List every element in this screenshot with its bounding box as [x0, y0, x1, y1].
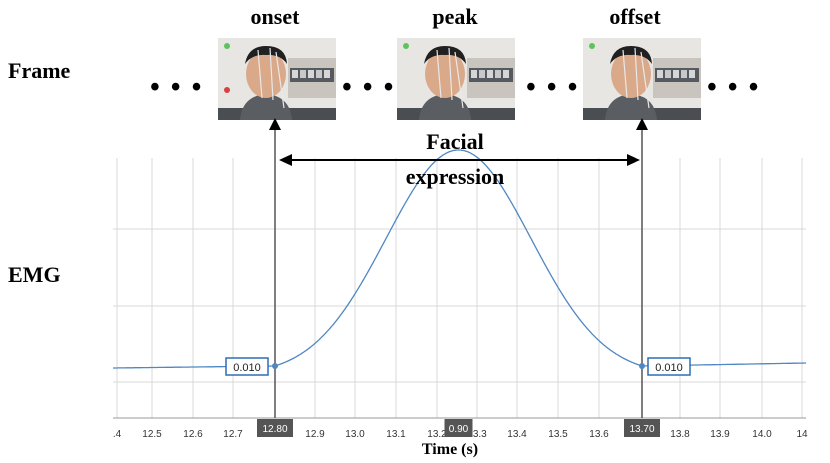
x-tick-label: 13.6	[589, 429, 609, 440]
ellipsis-3: • • •	[526, 72, 580, 103]
onset-frame-image	[218, 38, 336, 120]
value-box	[647, 357, 691, 376]
facial-expression-label-line1: Facial	[426, 129, 483, 154]
x-tick-label: 13.1	[386, 429, 406, 440]
x-tick-label: 13.0	[345, 429, 365, 440]
axis-marker-label: 12.80	[262, 424, 287, 435]
axis-marker-box	[624, 419, 660, 437]
x-tick-label: 13.8	[670, 429, 690, 440]
offset-label: offset	[609, 4, 661, 29]
value-box-label: 0.010	[655, 362, 683, 374]
ellipsis-2: • • •	[342, 72, 396, 103]
x-tick-label: 13.2	[427, 429, 447, 440]
x-tick-label: 13.5	[548, 429, 568, 440]
axis-marker-label: 0.90	[449, 424, 469, 435]
duration-arrow-right-head	[627, 154, 640, 166]
peak-frame-image	[397, 38, 515, 120]
x-tick-label: 14.0	[752, 429, 772, 440]
offset-frame-image	[583, 38, 701, 120]
onset-arrow-head	[269, 118, 281, 130]
facial-expression-label-line2: expression	[406, 164, 505, 189]
value-dot	[639, 363, 645, 369]
x-tick-label: 12.7	[223, 429, 243, 440]
axis-marker-box	[257, 419, 293, 437]
value-box	[225, 357, 269, 376]
x-tick-label: 14	[796, 429, 808, 440]
chart-grid	[113, 158, 806, 419]
emg-row-label: EMG	[8, 262, 61, 287]
value-dot	[272, 363, 278, 369]
ellipsis-4: • • •	[707, 72, 761, 103]
offset-arrow-head	[636, 118, 648, 130]
facial-expression-annotation: Facial expression	[279, 129, 640, 189]
x-tick-label: 12.6	[183, 429, 203, 440]
ellipsis-1: • • •	[150, 72, 204, 103]
frame-row-label: Frame	[8, 58, 71, 83]
x-tick-label: 13.4	[507, 429, 527, 440]
axis-marker-box	[444, 419, 473, 437]
x-tick-label: 12.5	[142, 429, 162, 440]
x-tick-label: .4	[113, 429, 122, 440]
x-tick-label: 12.9	[305, 429, 325, 440]
peak-label: peak	[432, 4, 478, 29]
axis-marker-label: 13.70	[629, 424, 654, 435]
x-axis-label: Time (s)	[421, 441, 479, 458]
value-box-label: 0.010	[233, 362, 261, 374]
duration-arrow-left-head	[279, 154, 292, 166]
x-tick-label: 13.3	[467, 429, 487, 440]
x-tick-label: 13.9	[710, 429, 730, 440]
onset-label: onset	[250, 4, 300, 29]
